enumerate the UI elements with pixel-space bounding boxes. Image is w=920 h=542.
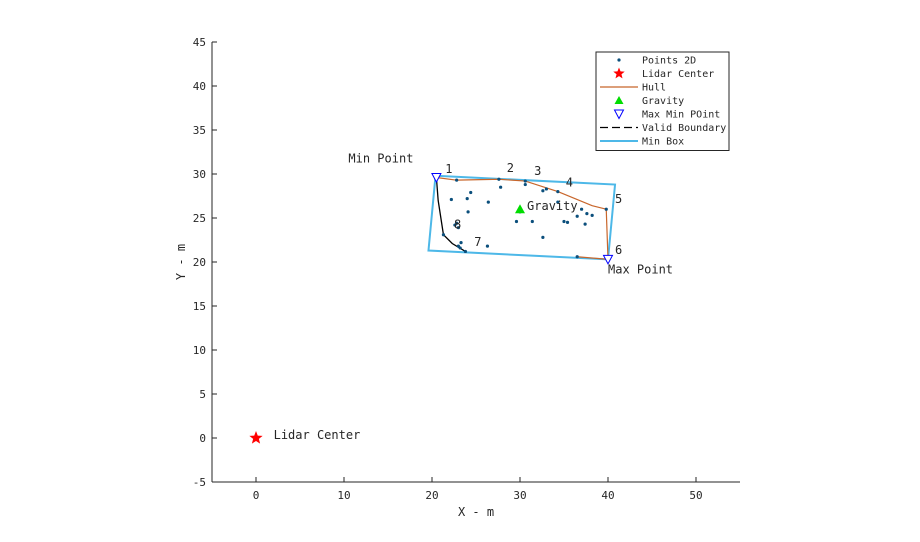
x-tick-label-5: 50 <box>689 489 702 502</box>
legend-key-3 <box>614 96 624 104</box>
point-2d-19 <box>514 219 519 224</box>
point-2d-5 <box>465 197 469 201</box>
gravity-marker <box>515 204 525 214</box>
y-tick-label-9: 40 <box>193 80 206 93</box>
annotation-10: 7 <box>474 235 481 249</box>
point-2d-37 <box>604 207 608 211</box>
point-2d-17 <box>590 213 594 217</box>
point-2d-9 <box>523 182 527 187</box>
y-tick-label-0: -5 <box>193 476 206 489</box>
y-axis-title: Y - m <box>174 244 188 280</box>
point-2d-6 <box>469 190 473 195</box>
x-axis-title: X - m <box>458 505 494 519</box>
annotation-9: 6 <box>615 243 622 257</box>
x-tick-label-2: 20 <box>425 489 438 502</box>
x-tick-label-1: 10 <box>337 489 350 502</box>
legend-label-5: Valid Boundary <box>642 123 726 134</box>
x-tick-label-4: 40 <box>601 489 614 502</box>
legend-label-0: Points 2D <box>642 56 696 67</box>
lidar-center-star <box>249 431 263 444</box>
legend-label-4: Max Min POint <box>642 110 720 121</box>
y-tick-label-3: 10 <box>193 344 206 357</box>
y-tick-label-10: 45 <box>193 36 206 49</box>
point-2d-8 <box>499 185 503 189</box>
annotation-7: 4 <box>566 175 573 189</box>
annotation-6: 3 <box>534 164 541 178</box>
annotation-4: 1 <box>445 162 452 176</box>
point-2d-32 <box>485 244 490 248</box>
point-2d-36 <box>441 233 446 237</box>
y-tick-label-5: 20 <box>193 256 206 269</box>
point-2d-4 <box>449 197 453 202</box>
legend-label-3: Gravity <box>642 96 684 107</box>
point-2d-2 <box>497 177 501 181</box>
x-tick-label-0: 0 <box>253 489 260 502</box>
point-2d-30 <box>456 244 460 248</box>
point-2d-31 <box>463 249 468 254</box>
point-2d-11 <box>544 187 549 191</box>
point-2d-1 <box>455 178 459 182</box>
y-tick-label-2: 5 <box>199 388 206 401</box>
legend-label-2: Hull <box>642 83 666 94</box>
legend-key-4 <box>613 109 625 120</box>
annotation-3: Gravity <box>527 199 578 213</box>
point-2d-21 <box>562 219 566 224</box>
annotation-2: Lidar Center <box>274 428 361 442</box>
y-tick-label-7: 30 <box>193 168 206 181</box>
point-2d-23 <box>583 222 587 226</box>
point-2d-27 <box>456 226 460 230</box>
legend-label-1: Lidar Center <box>642 69 714 80</box>
legend: Points 2D Lidar Center Hull Gravity Max Min … <box>595 51 730 151</box>
point-2d-33 <box>541 235 545 239</box>
point-2d-7 <box>486 200 490 204</box>
y-tick-label-8: 35 <box>193 124 206 137</box>
point-2d-34 <box>575 255 579 259</box>
y-tick-label-1: 0 <box>199 432 206 445</box>
point-2d-10 <box>541 189 545 193</box>
annotation-0: Min Point <box>348 152 413 166</box>
legend-label-6: Min Box <box>642 137 684 148</box>
series-layer <box>249 173 617 444</box>
annotation-11: 8 <box>454 218 461 232</box>
max-min-marker-1 <box>602 254 614 265</box>
point-2d-24 <box>466 210 470 214</box>
legend-key-0 <box>617 58 621 62</box>
point-2d-26 <box>455 221 459 225</box>
point-2d-16 <box>585 212 589 216</box>
x-tick-label-3: 30 <box>513 489 526 502</box>
max-min-marker-0 <box>431 173 442 184</box>
legend-key-1 <box>613 67 625 79</box>
annotations: Min Point Max Point Lidar Center Gravity 1 2 3… <box>274 152 673 442</box>
point-2d-22 <box>565 220 570 224</box>
point-2d-28 <box>459 241 463 245</box>
point-2d-3 <box>523 179 527 183</box>
y-tick-label-6: 25 <box>193 212 206 225</box>
annotation-5: 2 <box>507 161 514 175</box>
point-2d-20 <box>530 219 534 224</box>
y-tick-label-4: 15 <box>193 300 206 313</box>
annotation-1: Max Point <box>608 262 673 276</box>
point-2d-15 <box>580 207 584 211</box>
point-2d-14 <box>575 214 579 218</box>
point-2d-12 <box>556 190 560 194</box>
annotation-8: 5 <box>615 192 622 206</box>
point-2d-13 <box>556 200 560 204</box>
